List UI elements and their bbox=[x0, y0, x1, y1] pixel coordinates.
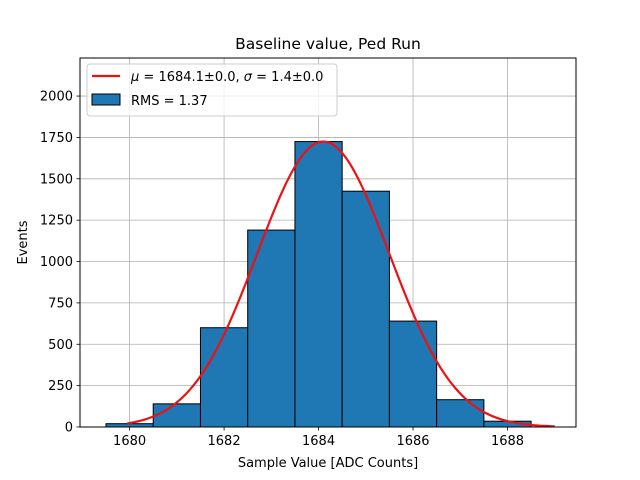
y-tick-label: 250 bbox=[48, 379, 73, 394]
legend-box bbox=[86, 63, 338, 117]
legend-fit-label: μ = 1684.1±0.0, σ = 1.4±0.0 bbox=[130, 70, 323, 85]
histogram-bar bbox=[152, 403, 201, 428]
histogram-bar bbox=[247, 229, 296, 428]
x-axis-ticks: 1680 1682 1684 1686 1688 bbox=[113, 427, 524, 449]
histogram-bar bbox=[294, 141, 343, 428]
x-axis-label: Sample Value [ADC Counts] bbox=[238, 456, 418, 471]
y-axis-ticks: 0 250 500 750 1000 1250 1500 1750 2000 bbox=[40, 90, 80, 436]
histogram-bars bbox=[105, 141, 532, 428]
y-tick-label: 1500 bbox=[40, 172, 73, 187]
y-tick-label: 1000 bbox=[40, 255, 73, 270]
y-axis-label: Events bbox=[16, 220, 31, 264]
y-tick-label: 750 bbox=[48, 296, 73, 311]
plot-frame bbox=[79, 57, 577, 428]
histogram-bar bbox=[388, 320, 438, 428]
y-tick-label: 0 bbox=[65, 421, 73, 436]
legend-hist-label: RMS = 1.37 bbox=[131, 94, 208, 109]
x-tick-label: 1688 bbox=[491, 434, 524, 449]
chart-title: Baseline value, Ped Run bbox=[235, 35, 421, 53]
y-tick-label: 2000 bbox=[40, 90, 73, 105]
y-tick-label: 1250 bbox=[40, 214, 73, 229]
legend: μ = 1684.1±0.0, σ = 1.4±0.0 RMS = 1.37 bbox=[86, 63, 338, 117]
x-tick-label: 1682 bbox=[208, 434, 241, 449]
gaussian-fit-curve bbox=[127, 140, 555, 428]
x-tick-label: 1684 bbox=[302, 434, 335, 449]
x-tick-label: 1686 bbox=[396, 434, 429, 449]
legend-hist-swatch bbox=[91, 93, 121, 106]
histogram-bar bbox=[341, 190, 390, 428]
histogram-bar bbox=[436, 399, 485, 428]
y-tick-label: 1750 bbox=[40, 131, 73, 146]
x-tick-label: 1680 bbox=[113, 434, 146, 449]
y-tick-label: 500 bbox=[48, 338, 73, 353]
histogram-bar bbox=[199, 327, 249, 428]
